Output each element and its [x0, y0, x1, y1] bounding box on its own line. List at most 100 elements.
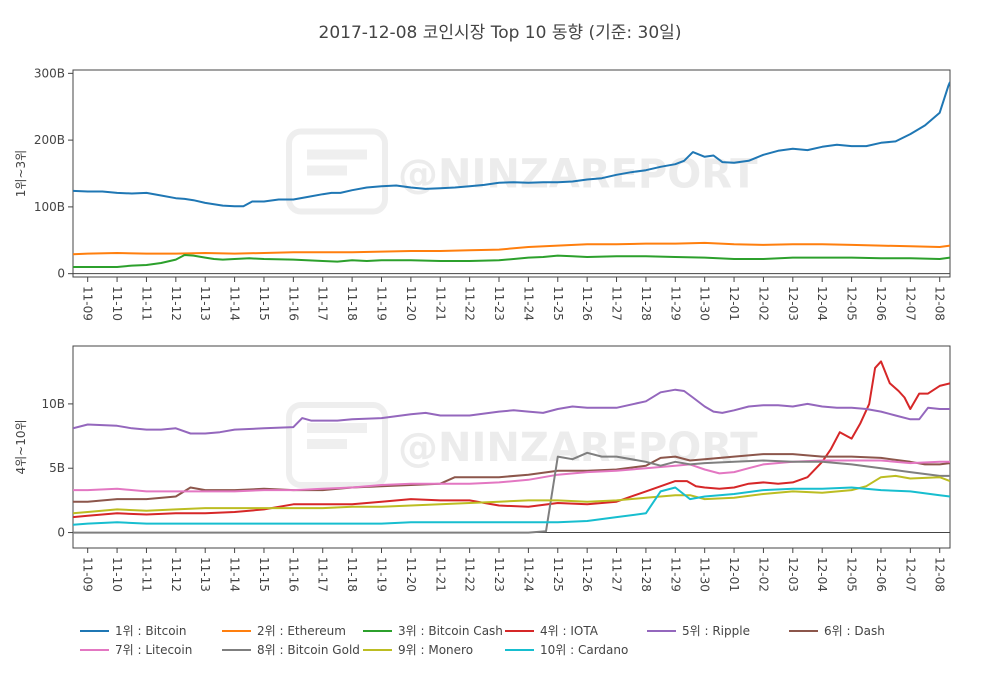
x-tick-label: 12-06 [874, 286, 888, 321]
watermark: @NINZAREPORT [286, 128, 758, 215]
legend-item: 2위 : Ethereum [222, 624, 346, 638]
x-tick-label: 12-07 [903, 286, 917, 321]
plot-frame [72, 69, 951, 278]
x-tick-label: 11-21 [433, 286, 447, 321]
legend-label: 3위 : Bitcoin Cash [398, 624, 503, 638]
x-tick-label: 12-03 [786, 557, 800, 592]
series-line-2-5 [73, 451, 950, 534]
x-tick-label: 12-01 [727, 286, 741, 321]
x-tick-label: 11-13 [198, 557, 212, 592]
legend-item: 5위 : Ripple [647, 624, 750, 638]
x-tick-label: 11-17 [316, 557, 330, 592]
x-tick-label: 11-24 [521, 286, 535, 321]
x-tick-label: 11-21 [433, 557, 447, 592]
x-tick-label: 11-14 [228, 286, 242, 321]
legend-item: 10위 : Cardano [505, 643, 628, 657]
watermark-logo-icon [286, 128, 388, 215]
x-tick-label: 11-20 [404, 557, 418, 592]
x-tick-label: 11-22 [463, 286, 477, 321]
x-tick-label: 11-14 [228, 557, 242, 592]
series-line-2-7 [73, 486, 950, 526]
x-tick-label: 11-29 [668, 557, 682, 592]
x-tick-label: 11-09 [81, 286, 95, 321]
x-tick-label: 11-18 [345, 286, 359, 321]
x-tick-label: 11-23 [492, 286, 506, 321]
legend-label: 6위 : Dash [824, 624, 885, 638]
x-tick-label: 11-10 [110, 557, 124, 592]
legend-label: 9위 : Monero [398, 643, 473, 657]
legend-label: 2위 : Ethereum [257, 624, 346, 638]
x-tick-label: 11-10 [110, 286, 124, 321]
x-tick-label: 11-16 [286, 286, 300, 321]
legend-item: 4위 : IOTA [505, 624, 599, 638]
x-tick-label: 12-03 [786, 286, 800, 321]
x-tick-label: 11-25 [551, 286, 565, 321]
x-tick-label: 11-28 [639, 557, 653, 592]
legend-label: 7위 : Litecoin [115, 643, 192, 657]
legend-item: 7위 : Litecoin [80, 643, 192, 657]
x-tick-label: 12-02 [756, 557, 770, 592]
x-tick-label: 12-05 [845, 286, 859, 321]
y-tick-label: 100B [34, 200, 65, 214]
series-line-1-1 [73, 81, 950, 208]
x-tick-label: 11-15 [257, 286, 271, 321]
legend: 1위 : Bitcoin 2위 : Ethereum 3위 : Bitcoin Ca… [80, 624, 885, 657]
x-tick-label: 12-06 [874, 557, 888, 592]
y-tick-label: 10B [41, 397, 65, 411]
chart-panel-2: @NINZAREPORT 0 5B 10B 11-09 11-10 11-11 11-12 11… [14, 345, 951, 592]
legend-item: 3위 : Bitcoin Cash [363, 624, 503, 638]
x-tick-label: 11-11 [139, 557, 153, 592]
legend-item: 6위 : Dash [789, 624, 885, 638]
y-tick-label: 0 [57, 526, 65, 540]
x-tick-label: 11-13 [198, 286, 212, 321]
y-axis-label: 1위~3위 [14, 150, 28, 197]
watermark-logo-icon [286, 402, 388, 488]
series-line-2-3 [73, 453, 950, 503]
legend-label: 10위 : Cardano [540, 643, 628, 657]
x-tick-label: 12-02 [756, 286, 770, 321]
x-tick-label: 11-12 [169, 557, 183, 592]
x-tick-label: 11-20 [404, 286, 418, 321]
x-tick-label: 12-04 [815, 557, 829, 592]
legend-label: 1위 : Bitcoin [115, 624, 187, 638]
x-tick-label: 11-16 [286, 557, 300, 592]
series-line-1-3 [73, 254, 950, 268]
x-tick-label: 11-17 [316, 286, 330, 321]
x-tick-label: 11-29 [668, 286, 682, 321]
watermark: @NINZAREPORT [286, 402, 758, 488]
legend-item: 8위 : Bitcoin Gold [222, 643, 360, 657]
x-tick-label: 12-08 [933, 557, 947, 592]
x-tick-label: 11-18 [345, 557, 359, 592]
x-tick-label: 11-30 [698, 557, 712, 592]
y-axis-label: 4위~10위 [14, 419, 28, 474]
x-tick-label: 11-23 [492, 557, 506, 592]
x-tick-label: 11-26 [580, 286, 594, 321]
x-tick-label: 11-12 [169, 286, 183, 321]
x-tick-label: 11-26 [580, 557, 594, 592]
x-tick-label: 11-19 [374, 286, 388, 321]
legend-item: 1위 : Bitcoin [80, 624, 187, 638]
x-tick-label: 11-27 [610, 286, 624, 321]
x-tick-label: 11-28 [639, 286, 653, 321]
series-line-2-1 [73, 360, 950, 519]
x-tick-label: 11-30 [698, 286, 712, 321]
plot-frame [72, 345, 951, 549]
legend-label: 5위 : Ripple [682, 624, 750, 638]
y-tick-label: 0 [57, 267, 65, 281]
x-tick-label: 11-24 [521, 557, 535, 592]
x-tick-label: 11-22 [463, 557, 477, 592]
legend-label: 4위 : IOTA [540, 624, 599, 638]
series-line-2-2 [73, 388, 950, 435]
x-tick-label: 12-07 [903, 557, 917, 592]
y-tick-label: 300B [34, 66, 65, 80]
x-tick-label: 11-19 [374, 557, 388, 592]
legend-label: 8위 : Bitcoin Gold [257, 643, 360, 657]
series-line-1-2 [73, 241, 950, 256]
x-tick-label: 12-04 [815, 286, 829, 321]
watermark-text: @NINZAREPORT [398, 152, 758, 198]
y-tick-label: 5B [49, 461, 65, 475]
x-tick-label: 11-25 [551, 557, 565, 592]
x-tick-label: 11-15 [257, 557, 271, 592]
legend-item: 9위 : Monero [363, 643, 473, 657]
